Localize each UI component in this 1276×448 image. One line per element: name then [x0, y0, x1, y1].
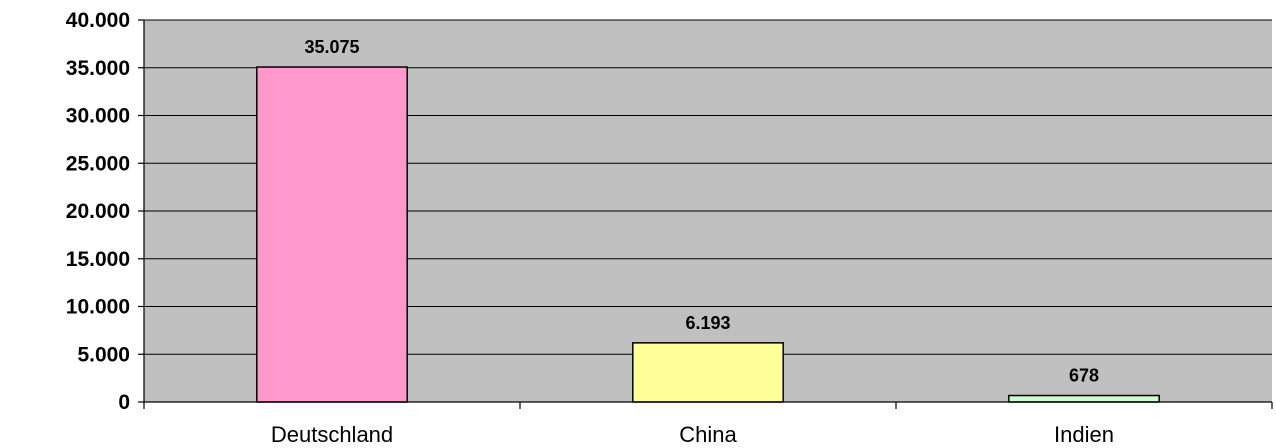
data-label: 35.075	[304, 37, 359, 57]
bar-china	[632, 342, 784, 403]
bars	[256, 66, 1160, 403]
y-tick-label: 30.000	[66, 105, 130, 128]
y-tick-label: 10.000	[66, 296, 130, 319]
y-tick-label: 15.000	[66, 248, 130, 271]
y-tick-label: 40.000	[66, 9, 130, 32]
y-tick-label: 5.000	[77, 343, 130, 366]
data-label: 6.193	[685, 313, 730, 333]
data-label: 678	[1069, 366, 1099, 386]
bar-indien	[1008, 394, 1160, 403]
y-tick-label: 20.000	[66, 200, 130, 223]
y-tick-label: 25.000	[66, 152, 130, 175]
x-axis: Deutschland China Indien	[143, 402, 1273, 447]
data-labels: 35.075 6.193 678	[304, 37, 1099, 385]
bar-deutschland	[256, 66, 408, 403]
y-tick-label: 0	[118, 391, 130, 414]
y-axis: 0 5.000 10.000 15.000 20.000 25.000 30.000 35.0…	[66, 9, 144, 414]
x-tick-label: Deutschland	[271, 422, 393, 447]
y-tick-label: 35.000	[66, 57, 130, 80]
x-tick-label: Indien	[1054, 422, 1114, 447]
x-tick-label: China	[679, 422, 737, 447]
